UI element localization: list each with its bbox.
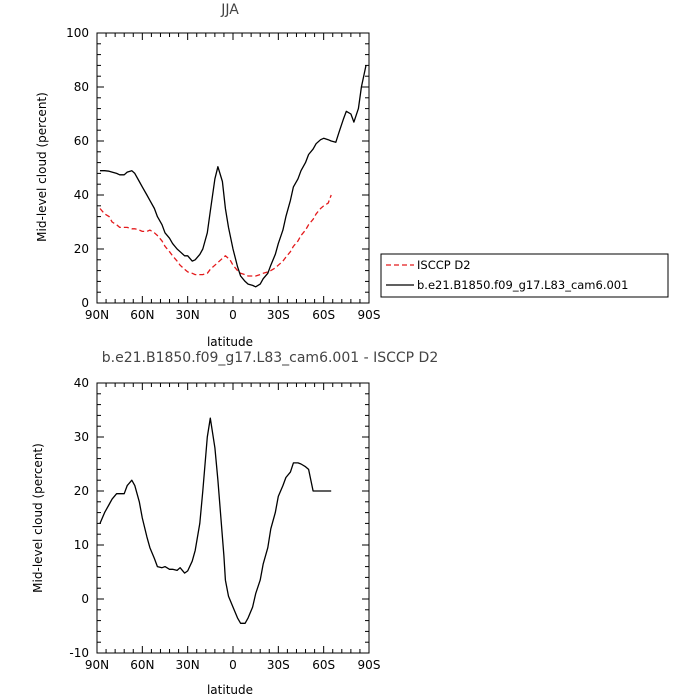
series-line-0: [99, 194, 332, 277]
top-panel-y-axis-label: Mid-level cloud (percent): [35, 92, 49, 242]
legend-box: [380, 253, 669, 298]
x-tick-label: 90N: [85, 658, 109, 672]
y-tick-label: 100: [66, 26, 89, 40]
x-tick-label: 90N: [85, 308, 109, 322]
x-tick-label: 30N: [176, 658, 200, 672]
y-tick-label: -10: [69, 646, 89, 660]
y-tick-label: 20: [74, 484, 89, 498]
x-tick-label: 60S: [312, 308, 335, 322]
x-tick-label: 60S: [312, 658, 335, 672]
y-tick-label: 40: [74, 376, 89, 390]
bottom-panel: b.e21.B1850.f09_g17.L83_cam6.001 - ISCCP…: [31, 350, 438, 697]
y-tick-label: 80: [74, 80, 89, 94]
top-panel-x-axis-label: latitude: [207, 335, 253, 349]
top-panel-axes: 90N 60N 30N 0 30S 60S 90S 0 20 40 60 80 100: [66, 26, 380, 322]
bottom-panel-axes: 90N 60N 30N 0 30S 60S 90S -10 0 10 20 30 40: [69, 376, 380, 672]
y-tick-label: 40: [74, 188, 89, 202]
x-tick-label: 90S: [358, 308, 381, 322]
series-line-1: [100, 65, 367, 288]
y-tick-label: 30: [74, 430, 89, 444]
y-tick-label: 10: [74, 538, 89, 552]
series-line-0: [99, 417, 332, 624]
x-tick-label: 0: [229, 658, 237, 672]
legend-label-isccp: ISCCP D2: [417, 258, 471, 272]
y-tick-label: 0: [81, 592, 89, 606]
legend: ISCCP D2 b.e21.B1850.f09_g17.L83_cam6.00…: [380, 253, 669, 298]
plot-frame: [96, 382, 370, 654]
y-tick-label: 60: [74, 134, 89, 148]
x-tick-label: 60N: [130, 308, 154, 322]
legend-label-model: b.e21.B1850.f09_g17.L83_cam6.001: [417, 278, 628, 292]
top-panel: JJA 90N 60N 30N 0 30S 60S 90S 0 20 40 60 80 100 lati…: [35, 2, 380, 349]
x-tick-label: 30N: [176, 308, 200, 322]
top-panel-title: JJA: [220, 2, 239, 18]
x-tick-label: 0: [229, 308, 237, 322]
y-tick-label: 20: [74, 242, 89, 256]
bottom-panel-title: b.e21.B1850.f09_g17.L83_cam6.001 - ISCCP…: [102, 350, 439, 366]
bottom-panel-x-axis-label: latitude: [207, 683, 253, 697]
x-tick-label: 60N: [130, 658, 154, 672]
plot-frame: [96, 32, 370, 304]
bottom-panel-y-axis-label: Mid-level cloud (percent): [31, 443, 45, 593]
x-tick-label: 30S: [267, 308, 290, 322]
y-tick-label: 0: [81, 296, 89, 310]
x-tick-label: 30S: [267, 658, 290, 672]
x-tick-label: 90S: [358, 658, 381, 672]
